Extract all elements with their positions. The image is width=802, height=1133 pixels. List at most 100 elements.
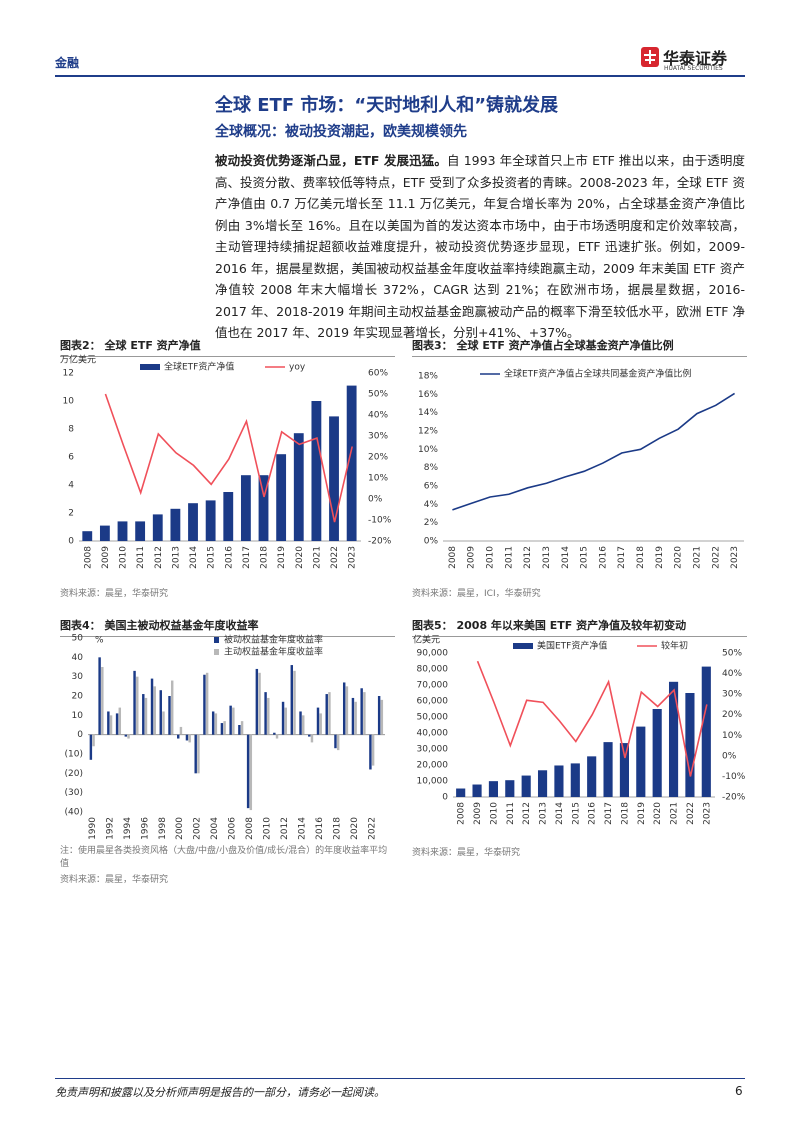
- bar: [276, 454, 287, 541]
- x-tick-label: 2014: [298, 817, 308, 840]
- bar: [255, 668, 259, 735]
- y-tick-label: 80,000: [417, 665, 449, 675]
- bar: [456, 788, 466, 797]
- x-tick-label: 2020: [350, 817, 360, 840]
- x-tick-label: 2019: [277, 546, 287, 569]
- note: 注：使用晨星各类投资风格（大盘/中盘/小盘及价值/成长/混合）的年度收益率平均值: [60, 846, 388, 869]
- x-tick-label: 2013: [171, 546, 181, 569]
- bar: [319, 713, 322, 735]
- bar: [220, 723, 224, 735]
- x-tick-label: 2015: [580, 546, 590, 569]
- y2-tick-label: -20%: [368, 537, 392, 547]
- bar: [185, 734, 189, 741]
- source: 资料来源：晨星，华泰研究: [60, 589, 169, 599]
- bar: [275, 734, 279, 739]
- y2-tick-label: 0%: [722, 751, 737, 761]
- x-tick-label: 2021: [312, 546, 322, 569]
- bar: [159, 690, 162, 735]
- bar: [652, 709, 662, 797]
- bar: [603, 742, 613, 797]
- x-tick-label: 2010: [489, 802, 499, 825]
- bar: [92, 734, 95, 747]
- bar: [308, 734, 311, 737]
- y2-tick-label: 40%: [368, 411, 388, 421]
- x-tick-label: 2020: [674, 546, 684, 569]
- bar: [144, 697, 148, 735]
- y2-tick-label: -10%: [368, 516, 392, 526]
- bar: [336, 734, 340, 751]
- y2-tick-label: 50%: [368, 390, 388, 400]
- x-tick-label: 2006: [228, 817, 238, 840]
- y-tick-label: 6: [68, 453, 74, 463]
- bar: [168, 696, 171, 735]
- bar: [377, 696, 381, 735]
- bar: [369, 734, 372, 770]
- line: [476, 660, 708, 777]
- x-tick-label: 2010: [263, 817, 273, 840]
- y-tick-label: 12%: [418, 427, 438, 437]
- bar: [135, 521, 146, 541]
- legend-label: yoy: [289, 363, 306, 373]
- bar: [229, 705, 232, 735]
- legend-swatch: [214, 649, 219, 655]
- y-axis-label: 亿美元: [413, 634, 440, 646]
- x-tick-label: 2018: [636, 546, 646, 569]
- section: 金融: [55, 56, 80, 70]
- y-tick-label: 40: [72, 653, 84, 663]
- y-tick-label: 0: [68, 537, 74, 547]
- bar: [587, 756, 597, 797]
- x-tick-label: 2012: [154, 546, 164, 569]
- x-tick-label: 1990: [88, 817, 98, 840]
- bar: [194, 734, 197, 774]
- y-tick-label: 0%: [424, 537, 439, 547]
- y-tick-label: 8: [68, 425, 74, 435]
- legend-swatch: [140, 364, 160, 370]
- x-tick-label: 2017: [617, 546, 627, 569]
- bar: [310, 734, 314, 743]
- bar: [203, 674, 206, 735]
- bar: [281, 701, 285, 735]
- x-tick-label: 2018: [332, 817, 342, 840]
- bar: [345, 686, 349, 735]
- x-tick-label: 2009: [473, 802, 483, 825]
- disclaimer: 免责声明和披露以及分析师声明是报告的一部分，请务必一起阅读。: [55, 1086, 385, 1099]
- bar: [537, 770, 548, 797]
- bar: [505, 780, 515, 797]
- x-tick-label: 2021: [692, 546, 702, 569]
- figure-title: 图表4： 美国主被动权益基金年度收益率: [60, 617, 395, 637]
- bar: [299, 711, 302, 735]
- bar: [115, 713, 119, 735]
- x-tick-label: 2012: [280, 817, 290, 840]
- bar: [346, 385, 357, 541]
- bar: [232, 707, 235, 735]
- x-tick-label: 2012: [523, 546, 533, 569]
- bar: [619, 743, 629, 797]
- y-tick-label: 2%: [424, 518, 439, 528]
- footer-rule: [55, 1078, 745, 1079]
- bar: [214, 713, 218, 735]
- bar: [701, 666, 711, 797]
- x-tick-label: 2004: [210, 817, 220, 840]
- x-tick-label: 2023: [730, 546, 740, 569]
- bar: [240, 721, 244, 735]
- bar: [133, 670, 136, 735]
- x-tick-label: 2008: [448, 546, 458, 569]
- bar: [170, 680, 174, 735]
- bar: [380, 699, 384, 735]
- bar: [150, 678, 154, 735]
- x-tick-label: 2009: [467, 546, 477, 569]
- legend-label: 较年初: [661, 640, 688, 652]
- bar: [316, 707, 320, 735]
- bar: [334, 734, 337, 749]
- bar: [246, 734, 250, 809]
- x-tick-label: 2020: [653, 802, 663, 825]
- legend-swatch: [214, 637, 219, 643]
- bar: [101, 667, 104, 735]
- bar: [488, 781, 498, 797]
- logo-en: HUATAI SECURITIES: [664, 65, 723, 72]
- bar: [328, 692, 331, 735]
- y-tick-label: 30: [72, 672, 84, 682]
- source: 资料来源：晨星，华泰研究: [60, 875, 169, 885]
- bar: [153, 686, 156, 735]
- x-tick-label: 1992: [105, 817, 115, 840]
